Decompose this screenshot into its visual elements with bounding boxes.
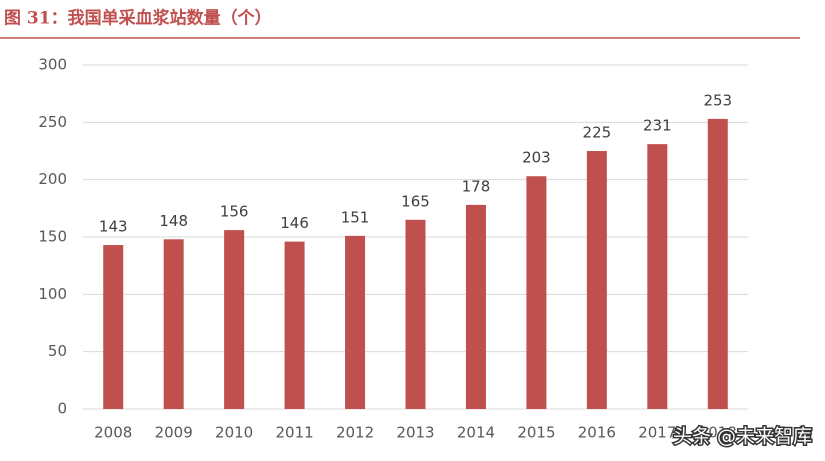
- y-tick-label: 50: [48, 342, 67, 360]
- bar: [224, 230, 245, 409]
- value-label: 165: [401, 192, 430, 210]
- x-tick-label: 2014: [457, 424, 495, 442]
- bar: [647, 144, 668, 409]
- x-tick-label: 2012: [336, 424, 374, 442]
- bar: [586, 151, 607, 409]
- watermark: 头条 @未来智库: [673, 426, 812, 448]
- bar: [284, 241, 305, 409]
- bar: [103, 245, 124, 409]
- y-tick-label: 250: [38, 113, 67, 131]
- x-tick-label: 2008: [94, 424, 132, 442]
- value-label: 225: [583, 124, 612, 142]
- x-tick-label: 2009: [155, 424, 193, 442]
- x-tick-label: 2016: [578, 424, 616, 442]
- bar: [405, 219, 426, 409]
- x-tick-label: 2013: [396, 424, 434, 442]
- value-label: 146: [280, 214, 309, 232]
- value-label: 143: [99, 218, 128, 236]
- x-tick-label: 2010: [215, 424, 253, 442]
- value-label: 148: [159, 212, 188, 230]
- y-tick-label: 300: [38, 56, 67, 74]
- y-tick-label: 100: [38, 285, 67, 303]
- value-label: 253: [703, 91, 732, 109]
- y-tick-label: 0: [57, 400, 67, 418]
- value-label: 178: [462, 177, 491, 195]
- x-tick-label: 2017: [638, 424, 676, 442]
- y-tick-label: 150: [38, 228, 67, 246]
- chart-title: 图 31：我国单采血浆站数量（个）: [4, 8, 272, 29]
- value-label: 151: [341, 208, 370, 226]
- value-label: 203: [522, 149, 551, 167]
- x-tick-label: 2015: [517, 424, 555, 442]
- bar: [163, 239, 184, 409]
- x-tick-label: 2011: [275, 424, 313, 442]
- value-label: 231: [643, 117, 672, 135]
- bar: [526, 176, 547, 409]
- bar: [345, 235, 366, 409]
- y-tick-label: 200: [38, 170, 67, 188]
- x-tick-label: 2018: [699, 424, 737, 442]
- value-label: 156: [220, 203, 249, 221]
- bar: [707, 118, 728, 409]
- bar: [465, 204, 486, 409]
